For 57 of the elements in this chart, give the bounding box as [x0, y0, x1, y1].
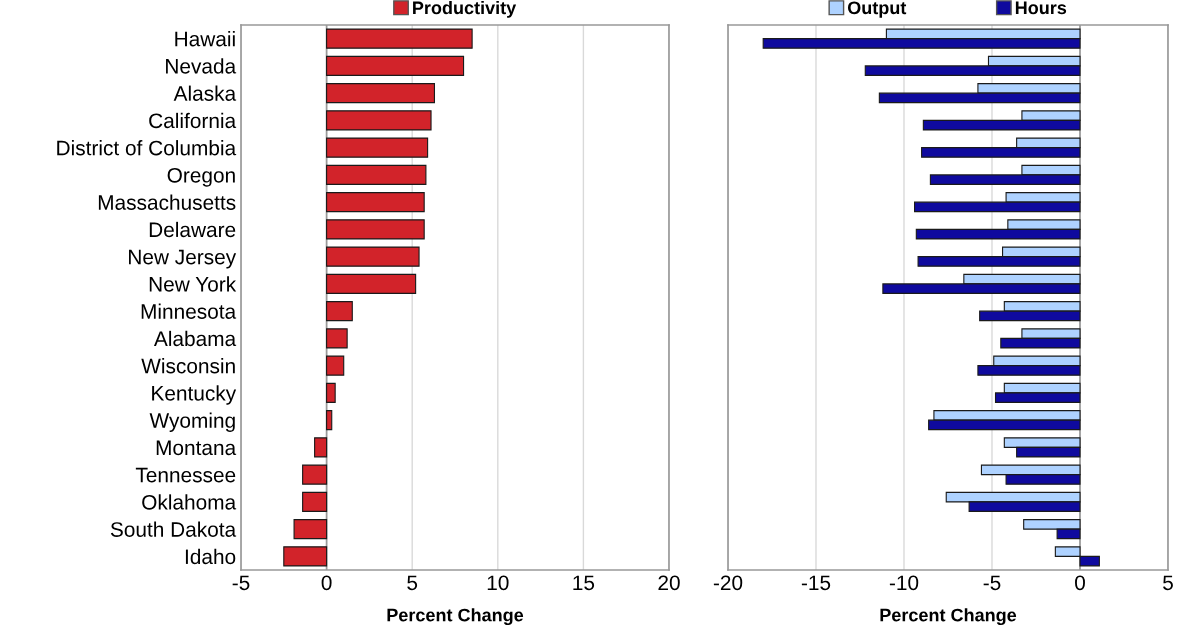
x-tick-label: 15: [573, 575, 595, 591]
legend-label: Output: [847, 1, 907, 18]
bar: [326, 55, 465, 76]
bar: [326, 137, 429, 158]
y-tick-label: Oklahoma: [142, 494, 237, 510]
bar: [293, 519, 328, 540]
y-tick-label: Idaho: [185, 548, 236, 565]
bar: [326, 164, 427, 185]
bar: [302, 464, 328, 485]
x-tick-label: 0: [321, 575, 332, 591]
y-tick-label: Montana: [156, 440, 237, 456]
bar: [326, 355, 345, 376]
legend-label: Hours: [1015, 1, 1067, 15]
y-tick-label: Tennessee: [135, 467, 236, 483]
y-tick-label: Delaware: [149, 221, 236, 238]
y-tick-label: Kentucky: [152, 385, 237, 405]
y-tick-label: California: [149, 112, 237, 129]
bar: [326, 273, 417, 294]
x-axis-title: Percent Change: [880, 608, 1017, 626]
bar: [326, 83, 436, 104]
y-tick-label: Massachusetts: [98, 194, 236, 210]
bar: [326, 328, 348, 349]
y-tick-label: New Jersey: [129, 249, 237, 269]
y-tick-label: District of Columbia: [57, 140, 237, 156]
x-tick-label: -5: [983, 575, 1001, 591]
x-tick-label: -15: [801, 575, 831, 591]
y-tick-label: Nevada: [166, 58, 237, 74]
bar: [314, 437, 328, 458]
y-tick-label: Alabama: [153, 330, 237, 347]
x-tick-label: -20: [713, 575, 743, 591]
x-tick-label: 0: [1075, 575, 1085, 591]
y-tick-label: Alaska: [173, 85, 237, 101]
bar: [326, 219, 425, 240]
x-tick-label: -10: [889, 575, 919, 591]
bar: [326, 382, 336, 403]
bar: [283, 546, 328, 567]
x-axis-title: Percent Change: [387, 608, 524, 626]
legend-label: Productivity: [413, 0, 517, 18]
y-tick-label: Wisconsin: [141, 358, 235, 374]
bar: [326, 110, 432, 131]
bar: [326, 301, 353, 322]
bar: [326, 192, 425, 213]
bar: [326, 246, 420, 267]
x-tick-label: 5: [407, 575, 418, 591]
y-tick-label: New York: [149, 276, 237, 292]
y-tick-label: Oregon: [167, 167, 235, 187]
x-tick-label: -5: [232, 575, 250, 591]
x-tick-label: 10: [487, 575, 509, 591]
y-tick-label: Minnesota: [141, 303, 237, 319]
bar: [326, 28, 473, 49]
y-tick-label: South Dakota: [110, 521, 237, 537]
x-tick-label: 20: [658, 575, 680, 591]
y-tick-label: Wyoming: [149, 412, 235, 432]
y-tick-label: Hawaii: [175, 31, 235, 47]
bar: [326, 410, 333, 431]
x-tick-label: 5: [1163, 575, 1173, 591]
bar: [302, 491, 328, 512]
